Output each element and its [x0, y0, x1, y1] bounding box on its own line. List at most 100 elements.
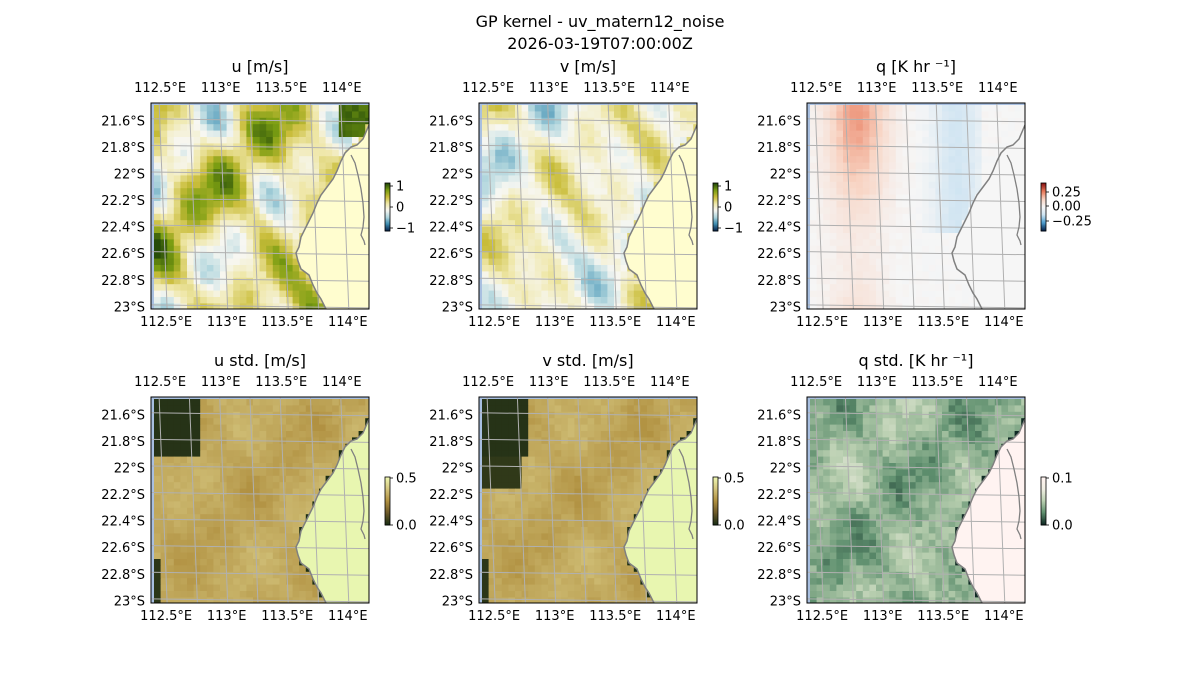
cell: [902, 265, 910, 272]
cell: [882, 252, 890, 259]
cell: [193, 143, 201, 151]
cell: [286, 277, 293, 285]
cell: [909, 245, 916, 253]
cell: [961, 290, 969, 298]
gridline-lat: [151, 277, 369, 282]
cell: [909, 201, 916, 208]
cell: [213, 546, 221, 553]
cell: [515, 213, 522, 221]
cell: [220, 137, 227, 144]
cell: [305, 149, 313, 157]
cell: [594, 169, 602, 176]
cell: [173, 297, 181, 304]
cell: [515, 111, 522, 119]
cell: [876, 258, 883, 266]
cell: [686, 418, 694, 425]
cell: [266, 475, 274, 483]
cell: [981, 124, 989, 131]
cell: [299, 482, 307, 489]
cell: [180, 175, 188, 183]
cell: [948, 297, 956, 304]
cell: [548, 469, 555, 477]
cell: [239, 443, 247, 451]
cell: [647, 130, 654, 138]
cell: [554, 194, 562, 202]
cell: [279, 181, 287, 189]
cell: [587, 297, 595, 304]
cell: [286, 475, 293, 483]
cell: [915, 117, 923, 125]
cell: [253, 475, 260, 483]
cell: [233, 514, 241, 521]
cell: [193, 482, 201, 489]
cell: [312, 162, 320, 170]
cell: [167, 424, 175, 432]
cell: [554, 175, 562, 183]
cell: [587, 252, 595, 259]
cell: [915, 207, 923, 215]
land-u: [296, 125, 369, 309]
cell: [239, 117, 247, 125]
cell: [253, 584, 260, 592]
cell: [856, 188, 864, 195]
cell: [180, 297, 188, 304]
cell: [246, 552, 254, 560]
cell: [528, 277, 536, 285]
cell: [292, 149, 300, 157]
cell: [862, 277, 870, 285]
cell: [922, 226, 930, 234]
cell: [895, 130, 903, 138]
cell: [620, 431, 628, 438]
cell: [173, 156, 181, 163]
cell: [541, 162, 549, 170]
cell: [226, 571, 234, 579]
cell: [508, 194, 516, 202]
ytick: 21.8°S: [101, 435, 145, 450]
gridline-lon: [935, 103, 945, 309]
cell: [889, 201, 897, 208]
cell: [160, 303, 168, 309]
cell: [325, 437, 333, 445]
cell: [154, 201, 161, 208]
cell: [521, 424, 529, 432]
cell: [567, 297, 575, 304]
cell: [849, 207, 857, 215]
cell: [173, 284, 181, 291]
cell: [292, 245, 300, 253]
cell: [286, 175, 293, 183]
cell: [915, 284, 923, 291]
cell: [206, 220, 214, 227]
cell: [279, 514, 287, 521]
cell: [312, 475, 320, 483]
ytick: 22°S: [114, 461, 145, 476]
cell: [693, 117, 697, 125]
cell: [620, 130, 628, 138]
cell: [574, 213, 582, 221]
cell: [154, 303, 161, 309]
cell: [843, 175, 850, 183]
cell: [272, 245, 280, 253]
cell: [325, 111, 333, 119]
cell: [640, 469, 648, 477]
cell: [614, 245, 621, 253]
cell: [587, 469, 595, 477]
cell: [253, 233, 260, 240]
cell: [607, 284, 615, 291]
cell: [279, 578, 287, 585]
cell: [660, 418, 668, 425]
cell: [226, 584, 234, 592]
cell: [968, 175, 976, 183]
colorbar-step: [385, 478, 390, 480]
cell: [279, 105, 287, 112]
cell: [614, 303, 621, 309]
cell: [239, 111, 247, 119]
cell: [253, 450, 260, 457]
cell: [620, 284, 628, 291]
cell: [187, 245, 194, 253]
cell: [305, 482, 313, 489]
cell: [266, 450, 274, 457]
cell: [246, 507, 254, 515]
cell: [292, 418, 300, 425]
cell: [246, 405, 254, 413]
cell: [193, 520, 201, 528]
